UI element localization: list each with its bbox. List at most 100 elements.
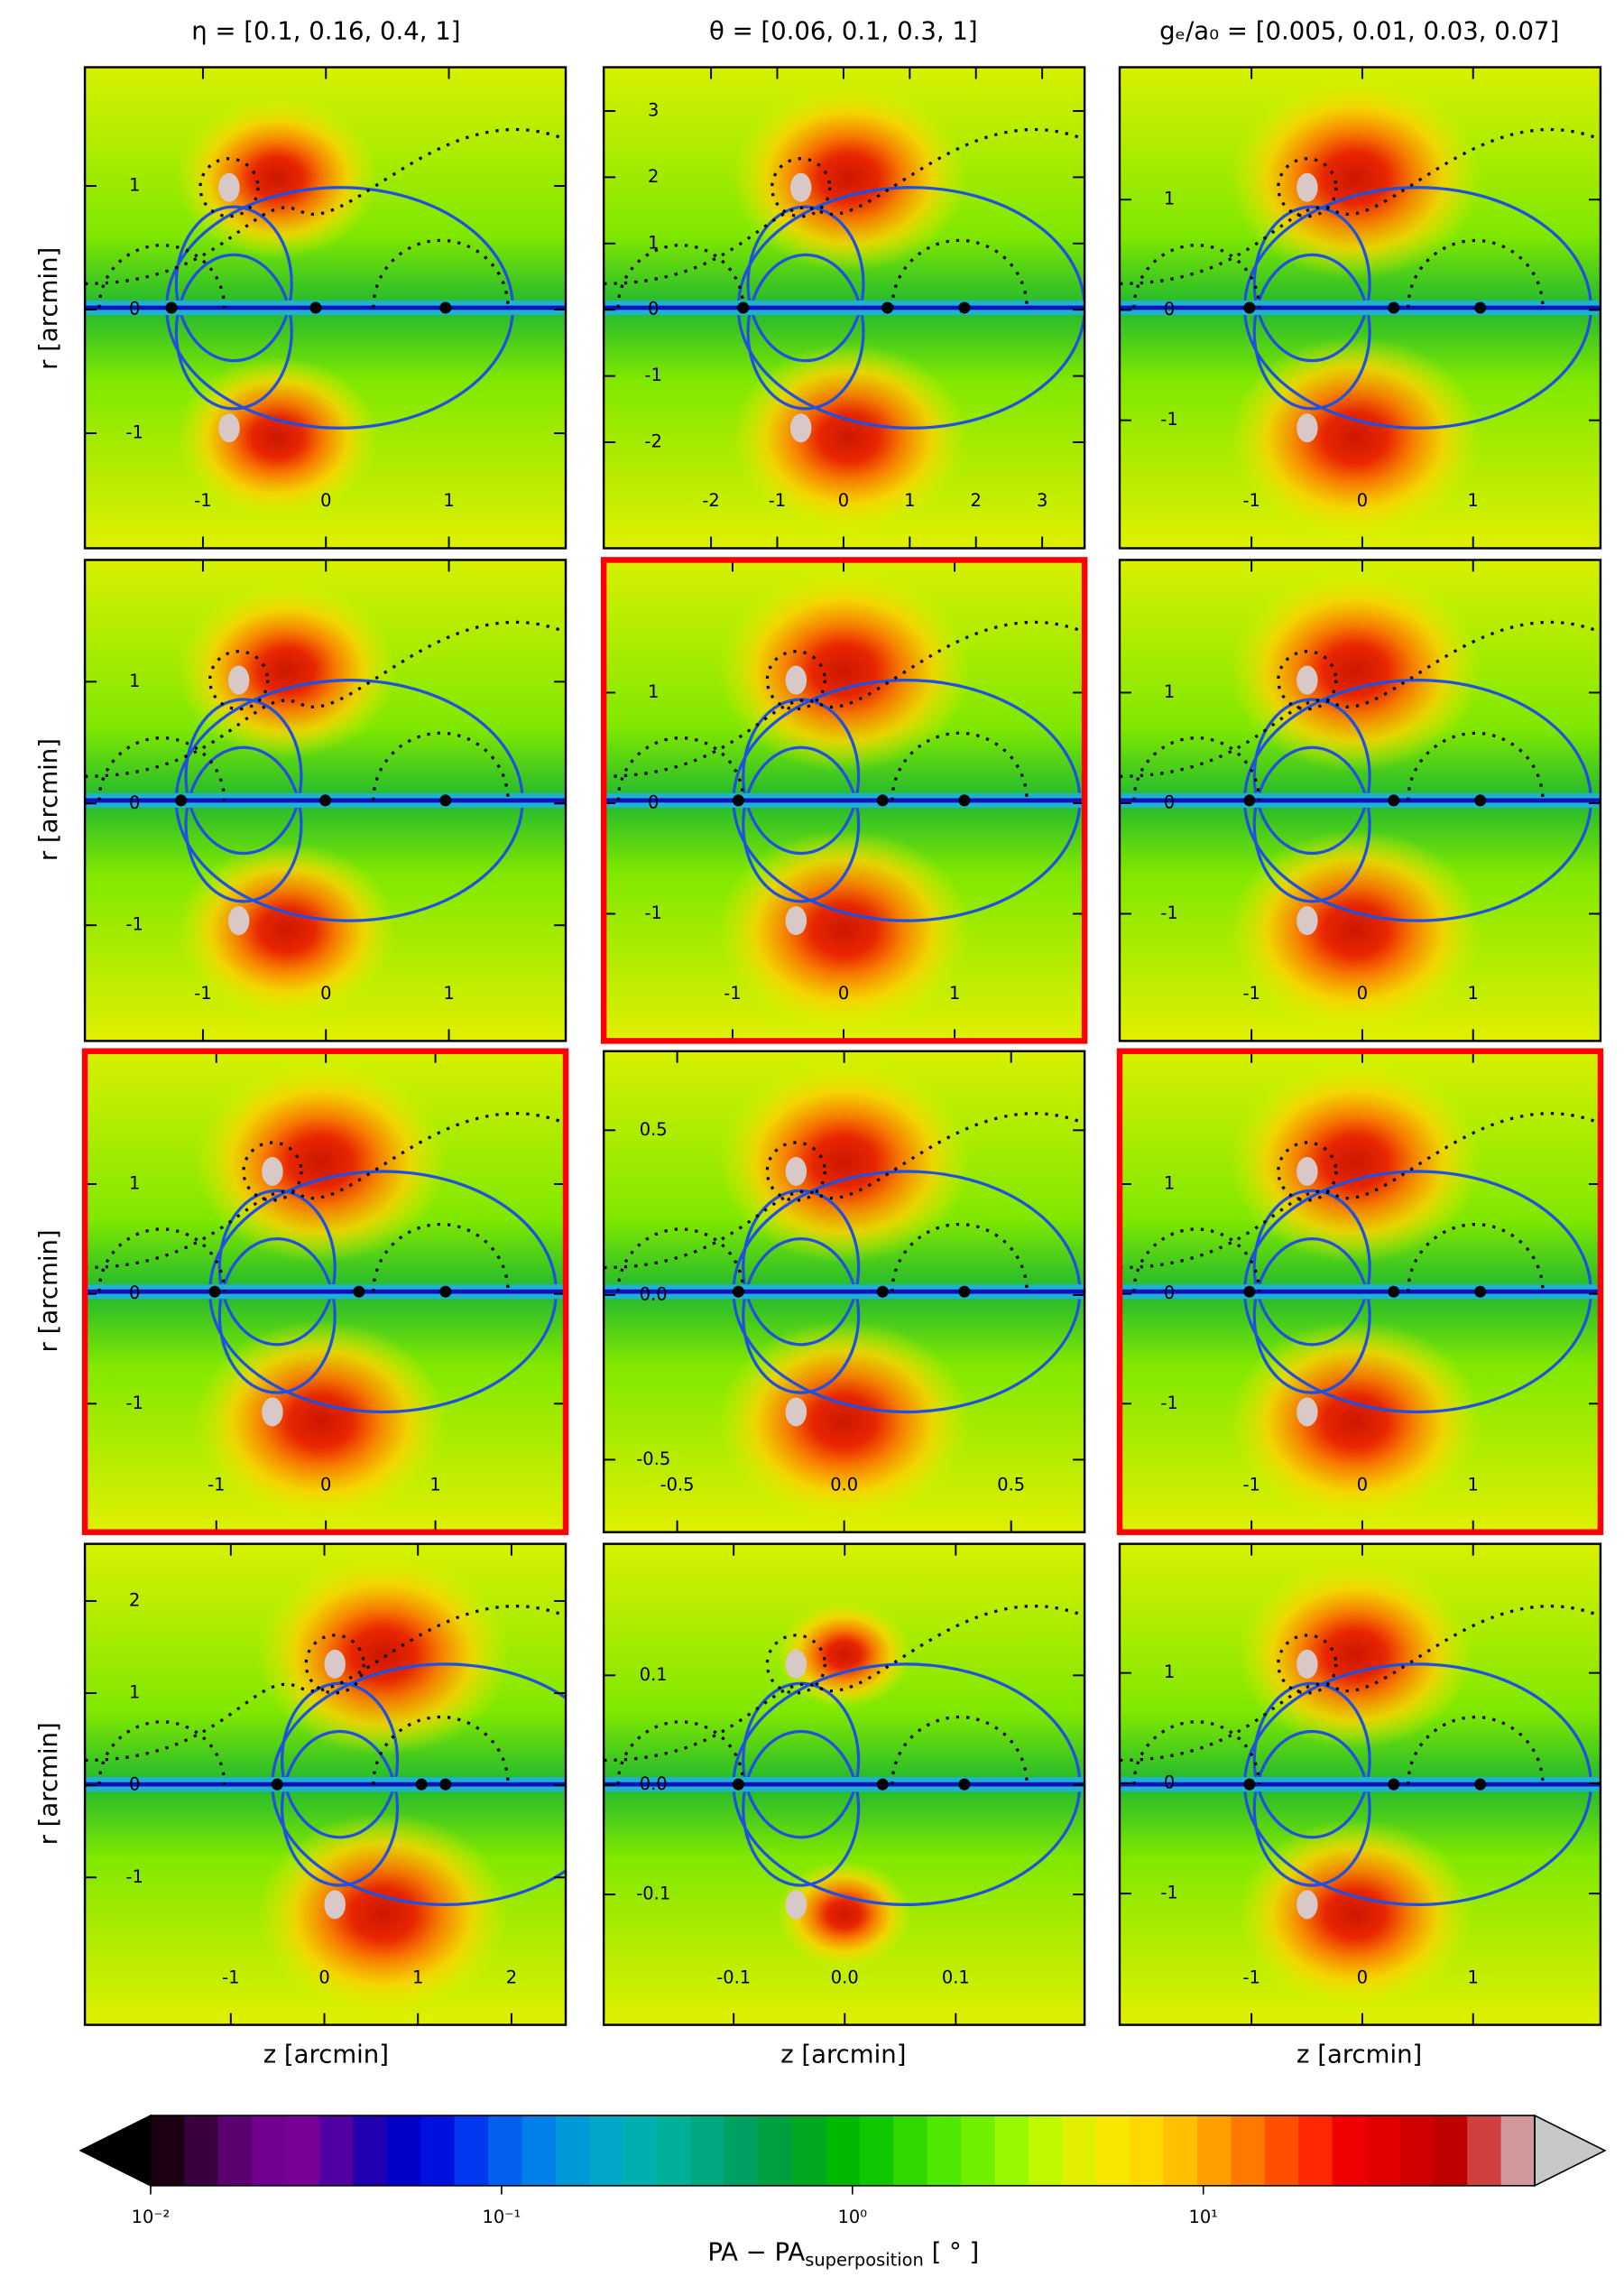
- dotted-curve: [85, 1605, 567, 1763]
- dotted-curve: [372, 1715, 510, 1785]
- contour-field: [1119, 1051, 1601, 1532]
- panel-frame: [602, 66, 1086, 550]
- x-tick-label: 0: [1357, 1474, 1368, 1495]
- y-tick-label: -0.1: [636, 1884, 670, 1904]
- separatrix: [1252, 1189, 1371, 1347]
- panel-frame: [1118, 66, 1602, 550]
- y-tick-label: -2: [645, 431, 662, 452]
- panel: -1 0 1 -1 0 1: [1118, 559, 1602, 1042]
- dotted-curve: [1407, 238, 1545, 308]
- dotted-curve: [242, 1141, 303, 1202]
- panel: -1 0 1 -1 0 1: [83, 66, 567, 550]
- colorbar-tick-label: 10¹: [1188, 2207, 1218, 2227]
- colorbar-segment: [252, 2115, 287, 2186]
- colorbar-segment: [893, 2115, 928, 2186]
- colorbar-segment: [791, 2115, 827, 2186]
- x-tick-label: -0.5: [660, 1474, 695, 1495]
- separatrix: [746, 205, 865, 363]
- column-title: θ = [0.06, 0.1, 0.3, 1]: [709, 17, 978, 46]
- separatrix: [217, 1189, 337, 1347]
- node: [208, 1285, 221, 1298]
- lobe-core: [789, 413, 812, 443]
- y-tick-label: 1: [1164, 1172, 1175, 1193]
- dotted-curve: [1407, 731, 1545, 801]
- x-tick-label: 1: [949, 983, 960, 1004]
- dotted-curve: [765, 650, 826, 711]
- lobe: [1237, 1560, 1473, 1749]
- colorbar-segment: [184, 2115, 219, 2186]
- lobe-core: [789, 172, 812, 202]
- node: [1474, 301, 1487, 314]
- lobe-core: [1296, 1397, 1318, 1427]
- node: [309, 301, 322, 314]
- panel: -0.5 0.0 0.5 -0.5 0.0 0.5: [602, 1050, 1086, 1533]
- lobe-core: [324, 1649, 346, 1679]
- x-tick-label: 0: [838, 490, 849, 511]
- colorbar-segment: [1399, 2115, 1435, 2186]
- colorbar-segment: [826, 2115, 861, 2186]
- dotted-curve: [85, 127, 567, 285]
- lobe-core: [1296, 1890, 1318, 1920]
- dotted-curve: [372, 238, 510, 308]
- colorbar-segment: [1365, 2115, 1401, 2186]
- lobe: [717, 569, 971, 772]
- y-tick-label: 1: [129, 671, 140, 691]
- contour-field: [604, 67, 1085, 549]
- panel-frame: [1118, 1542, 1602, 2026]
- colorbar-extend-low: [78, 2114, 152, 2188]
- y-tick-label: -1: [125, 422, 143, 443]
- x-tick-label: 0.1: [942, 1967, 970, 1987]
- colorbar-frame: [150, 2115, 1536, 2187]
- colorbar-segment: [319, 2115, 355, 2186]
- dotted-curve: [1277, 157, 1338, 218]
- x-tick-label: -1: [769, 490, 786, 511]
- x-tick-label: 0: [318, 1967, 329, 1987]
- y-tick-label: -0.5: [636, 1449, 670, 1469]
- dotted-curve: [890, 1715, 1029, 1785]
- dotted-curve: [304, 1634, 365, 1695]
- dotted-curve: [198, 157, 260, 218]
- node: [415, 1778, 428, 1791]
- colorbar-segment: [758, 2115, 793, 2186]
- lobe-core: [785, 1649, 807, 1679]
- y-tick-label: -1: [1160, 1883, 1177, 1903]
- dotted-curve: [765, 1141, 826, 1202]
- y-tick-label: 3: [648, 99, 659, 120]
- panel: -1 0 1 2 -1 0 1 2: [83, 1542, 567, 2026]
- panel-frame: [81, 1048, 569, 1535]
- y-tick-label: -1: [1160, 409, 1177, 430]
- x-tick-label: -1: [1242, 490, 1260, 511]
- colorbar-segment: [1433, 2115, 1469, 2186]
- colorbar-tick-label: 10⁻¹: [483, 2207, 521, 2227]
- dotted-curve: [604, 127, 1085, 285]
- x-axis-label: z [arcmin]: [263, 2041, 389, 2069]
- y-tick-label: -1: [1160, 902, 1177, 923]
- x-tick-label: -1: [208, 1474, 225, 1495]
- colorbar-segment: [927, 2115, 962, 2186]
- separatrix: [280, 1729, 400, 1887]
- node: [732, 1778, 744, 1791]
- separatrix: [184, 698, 303, 856]
- x-tick-label: 1: [1468, 490, 1479, 511]
- colorbar-segment: [150, 2115, 186, 2186]
- colorbar-segment: [1298, 2115, 1333, 2186]
- separatrix: [746, 253, 865, 411]
- x-tick-label: 0: [320, 1474, 331, 1495]
- y-tick-label: -1: [1160, 1393, 1177, 1413]
- node: [1388, 1285, 1400, 1298]
- node: [958, 794, 971, 807]
- x-tick-label: -1: [194, 983, 211, 1004]
- lobe: [717, 828, 971, 1032]
- separatrix: [742, 1729, 861, 1887]
- y-tick-label: 0: [648, 299, 659, 319]
- y-tick-label: 1: [648, 681, 659, 702]
- contour-field: [1119, 560, 1601, 1041]
- lobe: [731, 83, 967, 273]
- panel-frame: [602, 1542, 1086, 2026]
- dotted-curve: [372, 731, 510, 801]
- lobe-core: [1296, 413, 1318, 443]
- y-tick-label: 0.5: [640, 1119, 668, 1140]
- colorbar-extend-high: [1534, 2114, 1607, 2188]
- node: [732, 794, 744, 807]
- column-title: η = [0.1, 0.16, 0.4, 1]: [191, 17, 460, 46]
